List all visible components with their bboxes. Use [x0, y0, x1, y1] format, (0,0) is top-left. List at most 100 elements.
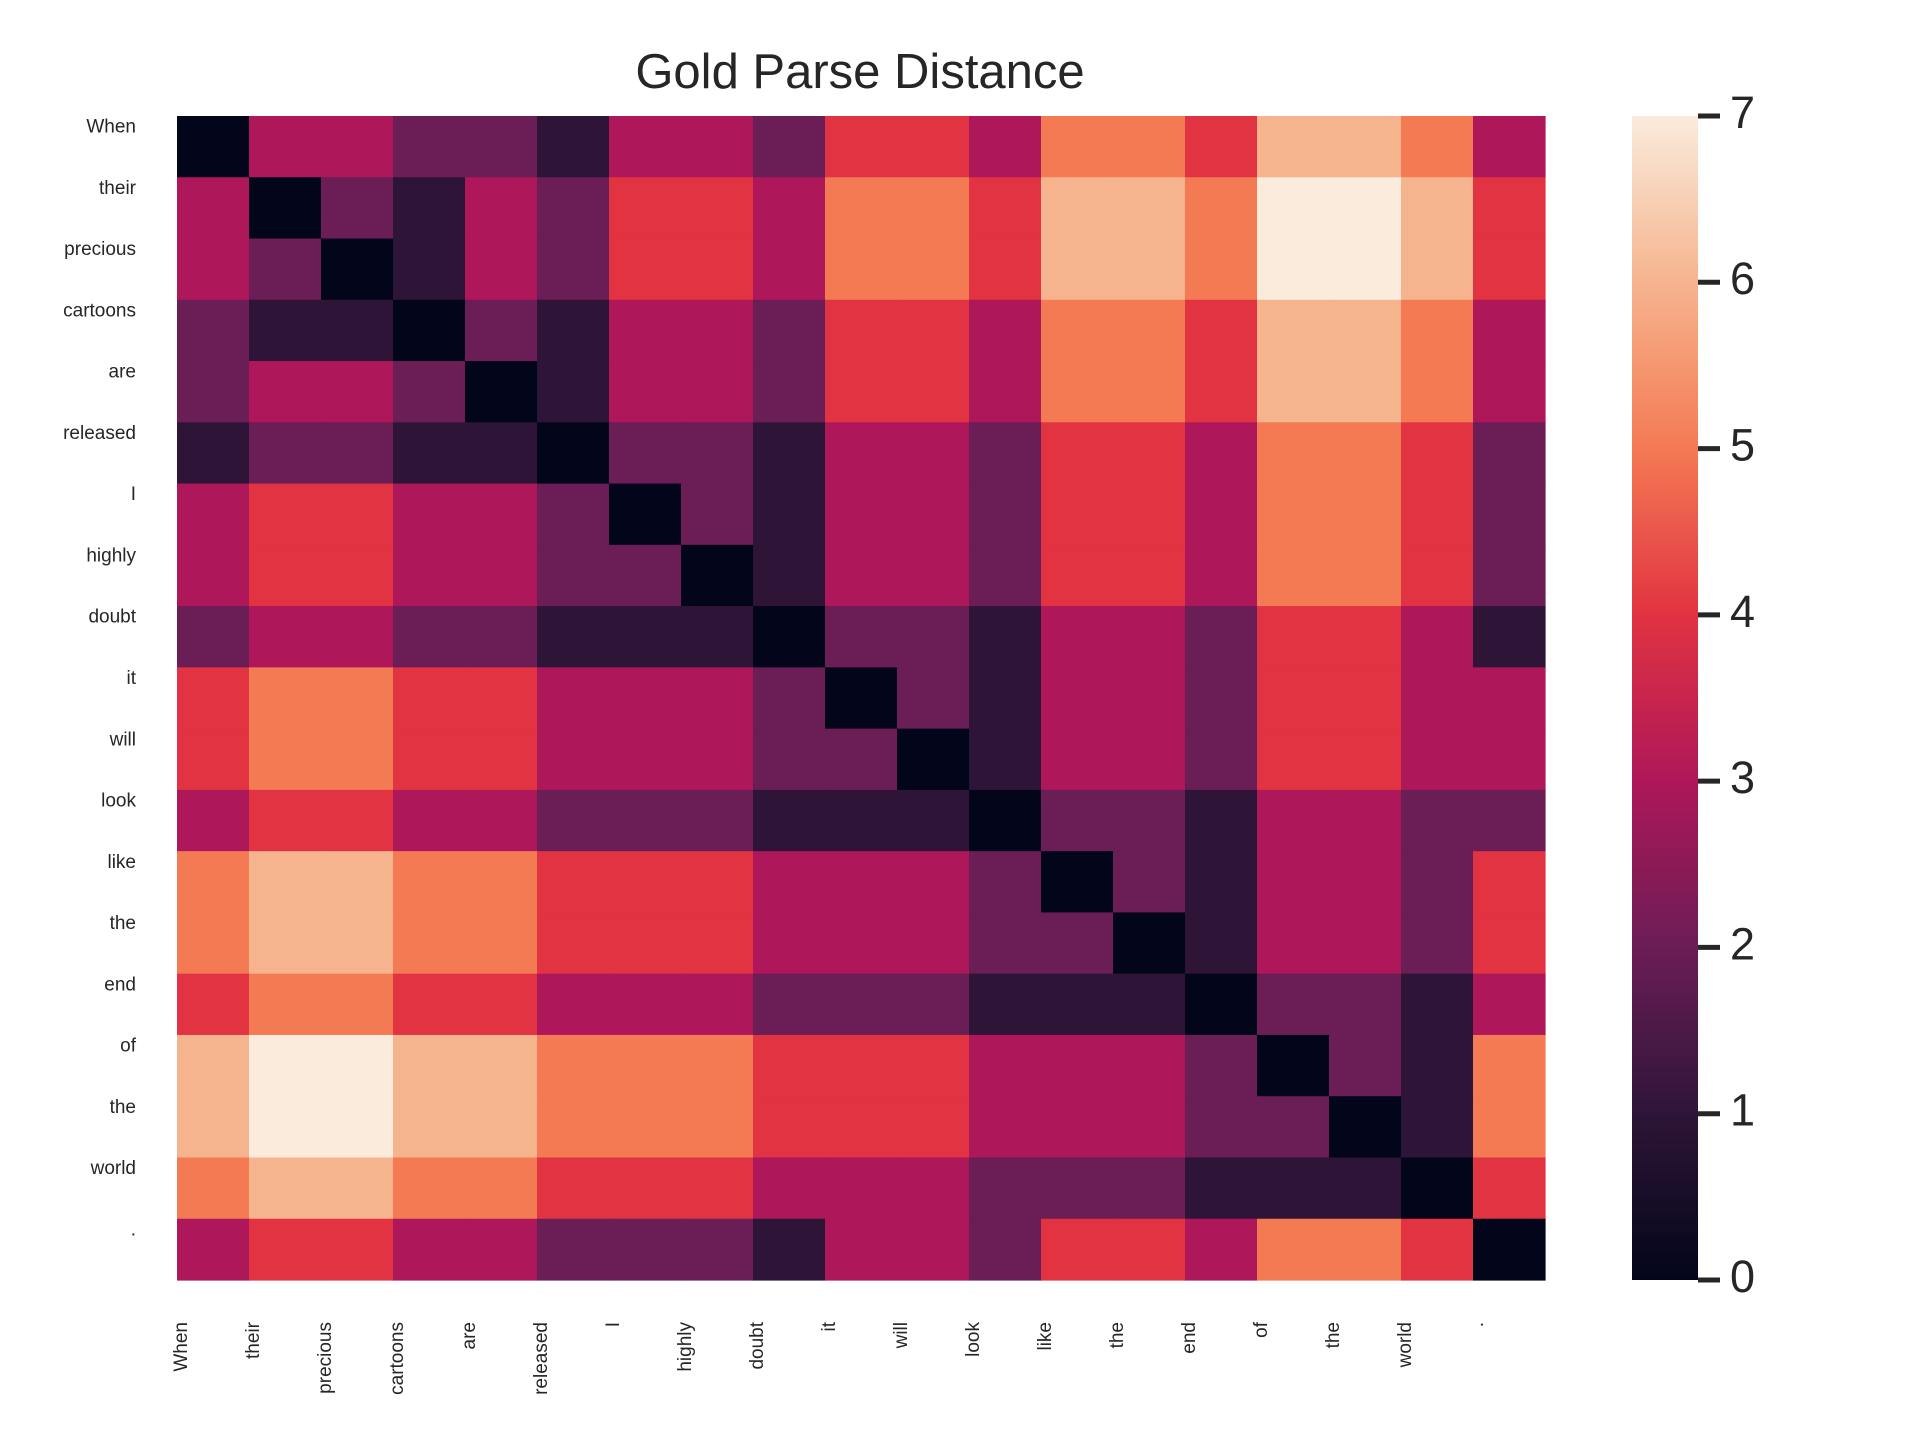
y-tick-label: the: [110, 913, 136, 934]
y-tick-label: like: [107, 852, 136, 873]
heatmap-cell: [537, 361, 610, 423]
heatmap-cell: [609, 728, 682, 791]
heatmap-cell: [753, 1218, 826, 1281]
heatmap-cell: [1329, 544, 1402, 607]
heatmap-cell: [1257, 728, 1330, 791]
heatmap-cell: [249, 912, 322, 975]
y-tick-label: highly: [86, 546, 136, 567]
heatmap-cell: [1329, 116, 1402, 178]
heatmap-cell: [1329, 238, 1402, 301]
heatmap-cell: [1041, 1096, 1114, 1159]
heatmap-cell: [825, 238, 898, 301]
heatmap-cell: [969, 422, 1042, 485]
heatmap-cell: [969, 851, 1042, 914]
heatmap-cell: [465, 912, 538, 975]
heatmap-cell: [393, 728, 466, 791]
x-tick-label: When: [171, 1322, 192, 1372]
x-tick-label: it: [819, 1321, 840, 1331]
heatmap-cell: [393, 1218, 466, 1281]
heatmap-cell: [249, 789, 322, 852]
heatmap-cell: [1041, 606, 1114, 668]
heatmap-cell: [897, 238, 970, 301]
heatmap-cell: [1041, 667, 1114, 730]
heatmap-cell: [609, 361, 682, 423]
heatmap-cell: [393, 667, 466, 730]
heatmap-cell: [825, 544, 898, 607]
heatmap-cell: [1401, 1034, 1474, 1097]
x-tick-label: like: [1035, 1322, 1056, 1351]
heatmap-cell: [681, 1157, 754, 1220]
heatmap-cell: [1401, 544, 1474, 607]
y-tick-label: are: [109, 362, 136, 383]
heatmap-cell: [825, 361, 898, 423]
heatmap-cell: [753, 361, 826, 423]
heatmap-cell: [1257, 483, 1330, 546]
heatmap-cell: [465, 361, 538, 423]
heatmap-cell: [1257, 116, 1330, 178]
heatmap-cell: [249, 667, 322, 730]
x-tick-label: I: [603, 1322, 624, 1327]
heatmap-cell: [681, 1096, 754, 1159]
heatmap-cell: [609, 299, 682, 362]
heatmap-cell: [1113, 483, 1186, 546]
heatmap-cell: [969, 912, 1042, 975]
heatmap-cell: [1329, 1157, 1402, 1220]
heatmap-cell: [897, 606, 970, 668]
heatmap-cell: [969, 116, 1042, 178]
heatmap-cell: [969, 544, 1042, 607]
heatmap-cell: [1041, 238, 1114, 301]
heatmap-cell: [681, 606, 754, 668]
heatmap-cell: [1185, 912, 1258, 975]
heatmap-cell: [1473, 1157, 1546, 1220]
heatmap-cell: [321, 1034, 394, 1097]
heatmap-cell: [1257, 299, 1330, 362]
heatmap-cell: [1473, 422, 1546, 485]
heatmap-cell: [681, 238, 754, 301]
colorbar-tick-label: 1: [1730, 1085, 1755, 1136]
heatmap-cell: [1401, 483, 1474, 546]
y-tick-label: released: [63, 423, 136, 444]
heatmap-cell: [1401, 361, 1474, 423]
heatmap-cell: [897, 1034, 970, 1097]
heatmap-cell: [825, 667, 898, 730]
heatmap-cell: [825, 1096, 898, 1159]
heatmap-cell: [177, 667, 250, 730]
heatmap-cell: [393, 1096, 466, 1159]
heatmap-cell: [1185, 361, 1258, 423]
x-tick-label: end: [1179, 1322, 1200, 1354]
heatmap-cell: [681, 1034, 754, 1097]
heatmap-cell: [825, 789, 898, 852]
heatmap-cell: [1257, 1157, 1330, 1220]
colorbar-tick-label: 5: [1730, 419, 1755, 470]
heatmap-cell: [465, 1096, 538, 1159]
heatmap-cell: [1257, 1096, 1330, 1159]
heatmap-cell: [393, 973, 466, 1036]
x-tick-label: .: [1467, 1322, 1488, 1327]
heatmap-cell: [897, 483, 970, 546]
heatmap-cell: [249, 728, 322, 791]
colorbar-tick-label: 7: [1730, 87, 1755, 138]
heatmap-cell: [1113, 1218, 1186, 1281]
x-tick-label: released: [531, 1322, 552, 1395]
heatmap-cell: [393, 1034, 466, 1097]
heatmap-cell: [393, 851, 466, 914]
heatmap-cell: [1185, 667, 1258, 730]
heatmap-cell: [1041, 789, 1114, 852]
heatmap-cell: [249, 1218, 322, 1281]
heatmap-cell: [465, 606, 538, 668]
heatmap-cell: [681, 116, 754, 178]
heatmap-cell: [969, 1157, 1042, 1220]
heatmap-cell: [1329, 667, 1402, 730]
heatmap-cell: [177, 1218, 250, 1281]
heatmap-cell: [1401, 728, 1474, 791]
heatmap-cell: [177, 177, 250, 240]
heatmap-cell: [681, 544, 754, 607]
heatmap-cell: [537, 544, 610, 607]
heatmap-cell: [681, 483, 754, 546]
heatmap-cell: [177, 912, 250, 975]
heatmap-cell: [321, 912, 394, 975]
heatmap-cell: [177, 851, 250, 914]
heatmap-cell: [1113, 912, 1186, 975]
